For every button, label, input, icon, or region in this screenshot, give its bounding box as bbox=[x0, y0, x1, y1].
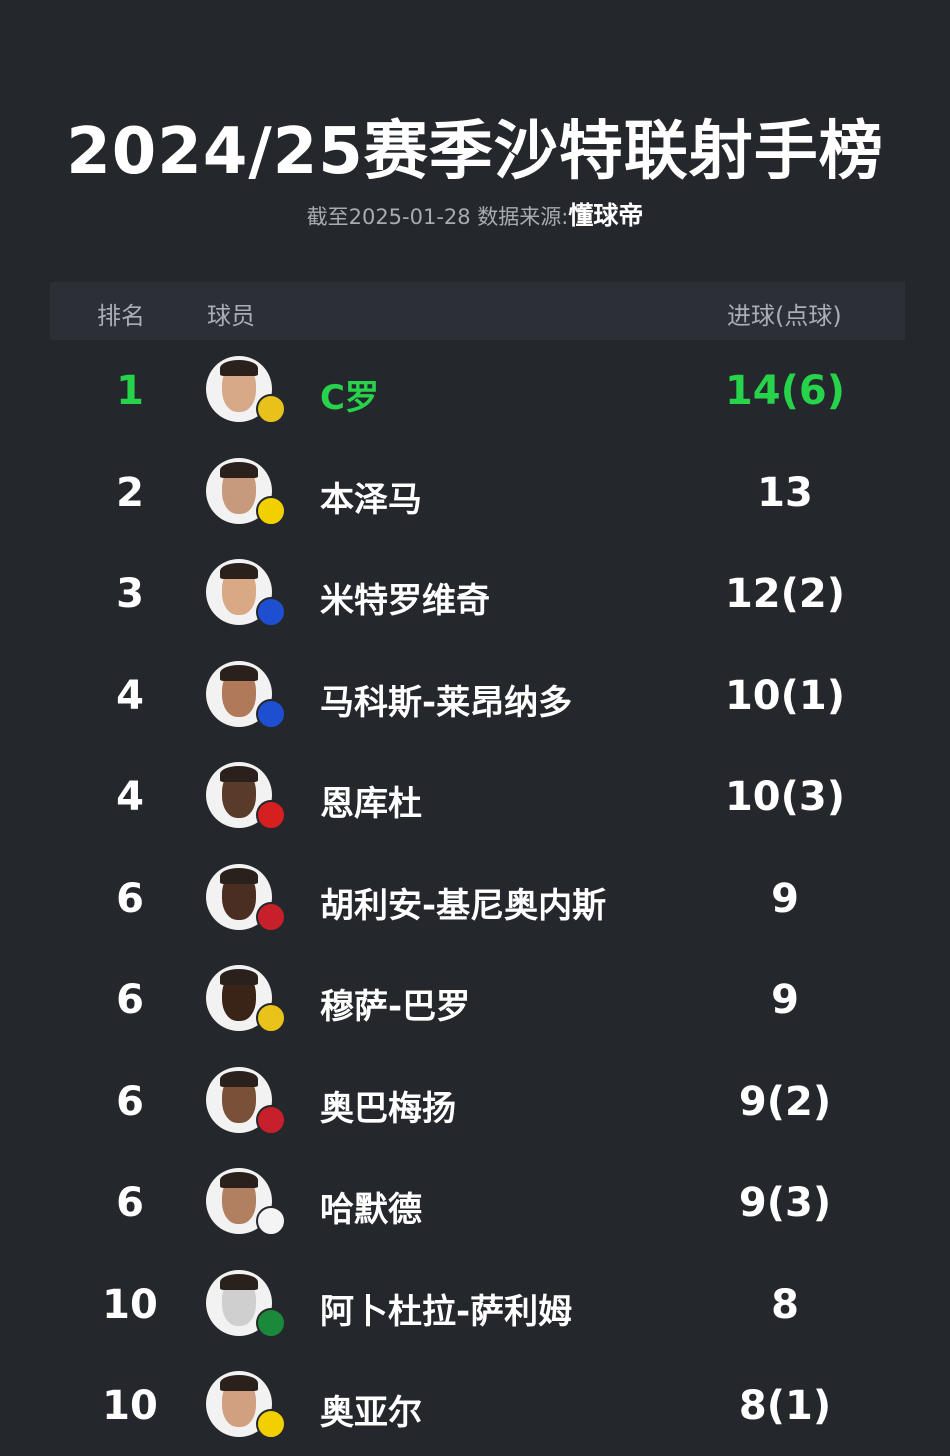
player-avatar bbox=[206, 1371, 272, 1437]
table-row: 6 穆萨-巴罗 9 bbox=[50, 949, 905, 1050]
goals: 10(1) bbox=[724, 672, 846, 719]
player-name: 穆萨-巴罗 bbox=[320, 987, 471, 1027]
club-badge-icon bbox=[256, 901, 286, 932]
table-row: 10 奥亚尔 8(1) bbox=[50, 1355, 905, 1456]
club-badge-icon bbox=[256, 394, 286, 424]
player-name: 哈默德 bbox=[320, 1190, 422, 1230]
rank: 2 bbox=[116, 469, 144, 516]
header-player: 球员 bbox=[207, 302, 255, 330]
player-name: 马科斯-莱昂纳多 bbox=[320, 682, 573, 723]
goals: 9 bbox=[771, 977, 799, 1023]
player-name: 恩库杜 bbox=[320, 784, 422, 824]
goals: 13 bbox=[757, 469, 813, 516]
player-name: 奥亚尔 bbox=[320, 1393, 422, 1433]
table-row: 4 恩库杜 10(3) bbox=[50, 746, 905, 847]
club-badge-icon bbox=[256, 1104, 286, 1135]
date-source-label: 截至2025-01-28 数据来源: bbox=[306, 205, 569, 229]
rank: 6 bbox=[116, 1078, 144, 1125]
club-badge-icon bbox=[256, 1409, 286, 1439]
rank: 6 bbox=[116, 1180, 144, 1226]
goals: 12(2) bbox=[724, 571, 846, 617]
club-badge-icon bbox=[256, 1206, 286, 1236]
table-row: 1 C罗 14(6) bbox=[50, 340, 905, 441]
club-badge-icon bbox=[256, 1307, 286, 1338]
rank: 10 bbox=[102, 1281, 158, 1328]
rank: 1 bbox=[116, 368, 144, 414]
player-avatar bbox=[206, 1269, 272, 1336]
table-row: 3 米特罗维奇 12(2) bbox=[50, 543, 905, 644]
goals: 8(1) bbox=[738, 1383, 832, 1429]
rank: 4 bbox=[116, 774, 144, 820]
player-name: C罗 bbox=[320, 378, 379, 418]
rank: 3 bbox=[116, 571, 144, 617]
club-badge-icon bbox=[256, 800, 286, 830]
player-name: 奥巴梅扬 bbox=[320, 1088, 456, 1129]
club-badge-icon bbox=[256, 698, 286, 729]
table-row: 4 马科斯-莱昂纳多 10(1) bbox=[50, 645, 905, 746]
subtitle: 截至2025-01-28 数据来源:懂球帝 bbox=[0, 196, 950, 232]
player-name: 胡利安-基尼奥内斯 bbox=[320, 885, 607, 926]
header-goals: 进球(点球) bbox=[727, 302, 842, 330]
goals: 14(6) bbox=[724, 368, 846, 414]
player-name: 米特罗维奇 bbox=[320, 581, 490, 621]
rank: 6 bbox=[116, 977, 144, 1023]
player-name: 本泽马 bbox=[320, 479, 422, 520]
club-badge-icon bbox=[256, 1003, 286, 1033]
player-avatar bbox=[206, 356, 272, 422]
table-row: 10 阿卜杜拉-萨利姆 8 bbox=[50, 1254, 905, 1355]
goals: 9(2) bbox=[738, 1078, 832, 1125]
club-badge-icon bbox=[256, 495, 286, 526]
player-name: 阿卜杜拉-萨利姆 bbox=[320, 1291, 573, 1332]
club-badge-icon bbox=[256, 597, 286, 627]
goals: 8 bbox=[771, 1281, 799, 1328]
rank: 4 bbox=[116, 672, 144, 719]
table-row: 6 胡利安-基尼奥内斯 9 bbox=[50, 848, 905, 949]
table-header: 排名 球员 进球(点球) bbox=[50, 282, 905, 340]
header-rank: 排名 bbox=[97, 302, 145, 330]
goals: 9 bbox=[771, 875, 799, 922]
table-row: 2 本泽马 13 bbox=[50, 442, 905, 543]
source-name: 懂球帝 bbox=[568, 201, 644, 230]
rank: 10 bbox=[102, 1383, 158, 1429]
table-row: 6 奥巴梅扬 9(2) bbox=[50, 1051, 905, 1152]
rank: 6 bbox=[116, 875, 144, 922]
goals: 10(3) bbox=[724, 774, 846, 820]
page-title: 2024/25赛季沙特联射手榜 bbox=[66, 115, 884, 189]
table-row: 6 哈默德 9(3) bbox=[50, 1152, 905, 1253]
goals: 9(3) bbox=[738, 1180, 832, 1226]
